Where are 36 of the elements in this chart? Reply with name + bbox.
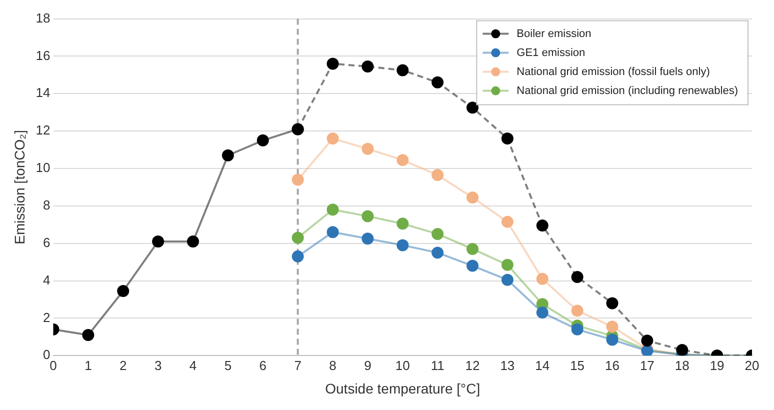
x-tick-label: 16 [605,358,620,373]
x-tick-label: 9 [364,358,372,373]
y-tick-label: 0 [43,347,50,362]
x-tick-label: 3 [154,358,162,373]
legend-label: GE1 emission [516,46,586,59]
y-tick-label: 14 [36,85,50,100]
x-tick-label: 17 [640,358,654,373]
y-tick-label: 4 [43,272,50,288]
x-tick-label: 18 [674,358,690,373]
y-tick-label: 10 [36,160,50,176]
legend-label: Boiler emission [516,28,592,40]
legend-label: National grid emission (including renewables) [516,84,738,97]
x-tick-label: 7 [294,358,302,373]
x-tick-label: 6 [259,358,266,373]
y-tick-label: 2 [43,310,50,325]
x-tick-label: 4 [189,358,197,373]
y-tick-label: 18 [36,10,50,26]
x-tick-label: 20 [744,358,760,373]
y-axis-title: Emission [tonCO₂] [11,130,28,244]
y-tick-label: 6 [43,234,50,250]
legend-label: National grid emission (fossil fuels only) [516,66,710,78]
x-tick-label: 5 [224,358,232,373]
y-tick-label: 8 [43,197,50,212]
x-tick-label: 14 [535,358,550,373]
y-tick-label: 16 [36,48,50,63]
x-tick-label: 1 [84,358,92,373]
x-tick-label: 19 [710,358,724,373]
x-axis-title: Outside temperature [°C] [325,380,480,396]
x-tick-label: 8 [329,358,336,373]
x-tick-label: 15 [570,358,585,373]
x-tick-label: 10 [395,358,410,373]
y-tick-label: 12 [36,122,50,138]
x-tick-label: 11 [430,358,444,373]
x-tick-label: 13 [500,358,515,373]
x-tick-label: 12 [465,358,480,373]
x-tick-label: 2 [120,358,127,373]
